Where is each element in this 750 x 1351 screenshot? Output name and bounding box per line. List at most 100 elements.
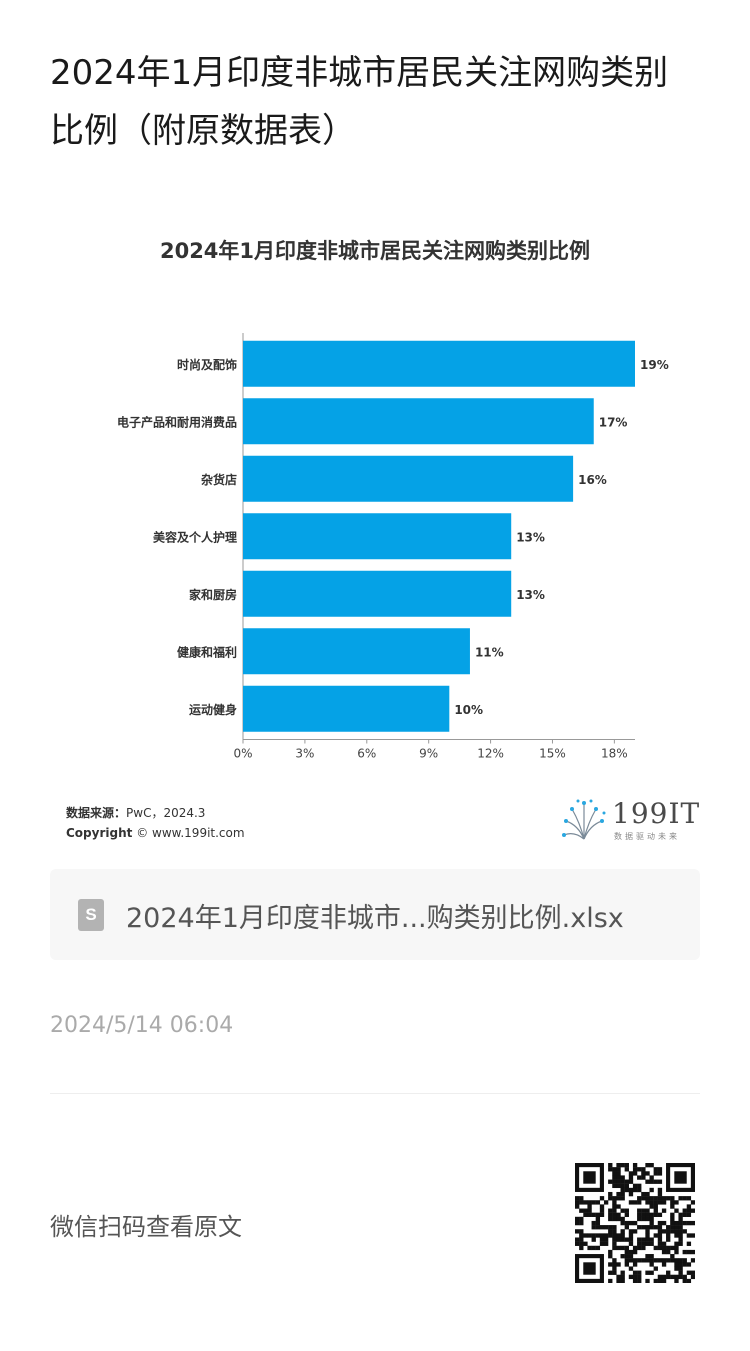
qr-module — [682, 1274, 687, 1280]
qr-module — [682, 1278, 687, 1283]
x-tick-label: 3% — [295, 747, 314, 761]
qr-module — [649, 1258, 654, 1263]
qr-module — [583, 1212, 588, 1217]
qr-module — [628, 1229, 634, 1234]
qr-module — [628, 1237, 634, 1242]
qr-module — [612, 1216, 617, 1222]
qr-module — [657, 1245, 663, 1251]
qr-module — [645, 1237, 650, 1242]
qr-module — [649, 1204, 654, 1209]
qr-module — [645, 1254, 650, 1259]
qr-module — [678, 1196, 683, 1201]
qr-module — [641, 1175, 646, 1180]
qr-module — [641, 1237, 646, 1242]
qr-module — [624, 1167, 629, 1172]
data-label: 19% — [640, 358, 669, 372]
qr-module — [657, 1179, 663, 1184]
qr-code-icon[interactable] — [575, 1163, 695, 1283]
qr-module — [616, 1163, 621, 1168]
x-tick-label: 12% — [477, 747, 504, 761]
qr-module — [637, 1245, 642, 1251]
qr-module — [637, 1278, 642, 1283]
qr-module — [612, 1245, 617, 1251]
qr-module — [628, 1266, 634, 1271]
qr-module — [649, 1220, 654, 1226]
source-label: 数据来源： — [66, 806, 127, 820]
qr-module — [612, 1241, 617, 1246]
qr-module — [575, 1196, 580, 1201]
brand-logo: 199IT 数据驱动未来 — [558, 795, 699, 845]
qr-module — [632, 1167, 638, 1172]
qr-module — [612, 1208, 617, 1213]
qr-module — [620, 1208, 625, 1213]
qr-module — [632, 1163, 638, 1168]
qr-module — [666, 1270, 671, 1275]
qr-module — [608, 1191, 613, 1197]
qr-module — [612, 1229, 617, 1234]
copyright-label: Copyright — [66, 826, 133, 840]
qr-module — [603, 1225, 609, 1230]
qr-module — [616, 1212, 621, 1217]
qr-module — [616, 1171, 621, 1176]
qr-module — [686, 1220, 692, 1226]
qr-module — [575, 1241, 580, 1246]
qr-module — [616, 1196, 621, 1201]
attachment-file-card[interactable]: S 2024年1月印度非城市...购类别比例.xlsx — [50, 869, 700, 960]
qr-module — [620, 1245, 625, 1251]
qr-module — [628, 1233, 634, 1238]
qr-module — [608, 1208, 613, 1213]
qr-module — [583, 1241, 588, 1246]
qr-module — [686, 1241, 692, 1246]
qr-module — [595, 1216, 601, 1222]
qr-module — [678, 1258, 683, 1263]
bar-chart: 时尚及配饰 19% 电子产品和耐用消费品 17% 杂货店 16% 美容及个人护理 13% 家和厨… — [117, 333, 669, 761]
qr-module — [641, 1258, 646, 1263]
qr-module — [620, 1175, 625, 1180]
data-label: 13% — [516, 530, 545, 544]
category-label: 时尚及配饰 — [177, 357, 237, 372]
qr-module — [579, 1196, 584, 1201]
qr-module — [616, 1237, 621, 1242]
qr-module — [579, 1200, 584, 1205]
qr-module — [612, 1167, 617, 1172]
qr-module — [637, 1200, 642, 1205]
qr-module — [624, 1254, 629, 1259]
qr-module — [595, 1225, 601, 1230]
qr-module — [637, 1183, 642, 1189]
qr-module — [674, 1258, 679, 1263]
qr-module — [641, 1212, 646, 1217]
qr-module — [620, 1220, 625, 1226]
qr-module — [616, 1179, 621, 1184]
qr-module — [645, 1179, 650, 1184]
qr-module — [674, 1200, 679, 1205]
qr-module — [690, 1233, 695, 1238]
qr-module — [579, 1233, 584, 1238]
category-label: 杂货店 — [201, 472, 237, 487]
qr-module — [612, 1262, 617, 1267]
qr-module — [670, 1196, 675, 1201]
qr-module — [608, 1212, 613, 1217]
qr-module — [686, 1262, 692, 1267]
qr-module — [579, 1220, 584, 1226]
qr-module — [632, 1220, 638, 1226]
qr-module — [649, 1175, 654, 1180]
qr-module — [608, 1167, 613, 1172]
qr-module — [637, 1225, 642, 1230]
qr-module — [678, 1233, 683, 1238]
qr-module — [620, 1233, 625, 1238]
qr-module — [608, 1278, 613, 1283]
bar — [243, 513, 512, 560]
qr-module — [653, 1245, 658, 1251]
x-tick-label: 0% — [233, 747, 252, 761]
qr-module — [599, 1237, 605, 1242]
qr-module — [670, 1216, 675, 1222]
qr-module — [620, 1274, 625, 1280]
qr-module — [632, 1258, 638, 1263]
qr-module — [641, 1241, 646, 1246]
qr-module — [583, 1262, 596, 1275]
qr-module — [579, 1229, 584, 1234]
qr-module — [624, 1262, 629, 1267]
qr-module — [620, 1278, 625, 1283]
qr-module — [616, 1278, 621, 1283]
qr-module — [628, 1175, 634, 1180]
